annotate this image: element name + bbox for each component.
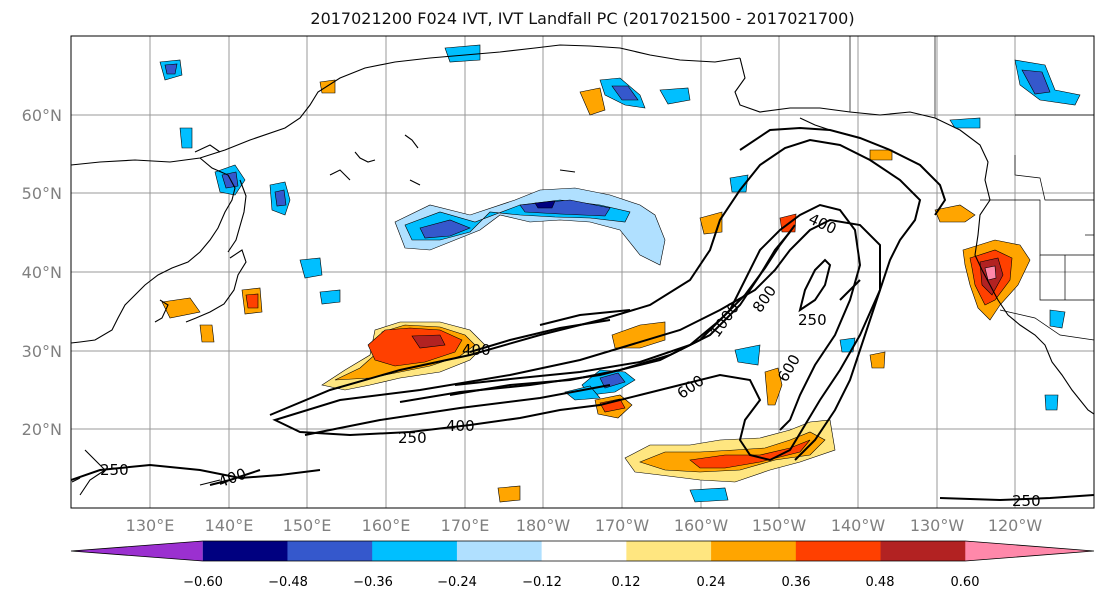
colorbar-tick-label: 0.36 [782, 575, 811, 590]
lon-label: 140°W [831, 516, 886, 535]
colorbar-tick-label: 0.24 [697, 575, 726, 590]
lat-label: 30°N [22, 342, 62, 361]
colorbar-segment [71, 541, 203, 561]
colorbar-tick-label: −0.12 [522, 575, 562, 590]
colorbar [70, 540, 1095, 562]
contour-label: 250 [398, 429, 427, 447]
contour-label: 250 [100, 461, 129, 479]
political-borders [849, 36, 1094, 341]
colorbar-segment [965, 541, 1094, 561]
lon-label: 170°W [595, 516, 650, 535]
contour-label: 400 [446, 417, 475, 435]
colorbar-segment [456, 541, 543, 561]
contour-label: 400 [462, 341, 491, 359]
colorbar-tick-label: −0.24 [437, 575, 477, 590]
positive-pc-shading [161, 79, 1031, 503]
colorbar-segment [541, 541, 627, 561]
colorbar-tick-label: −0.60 [183, 575, 223, 590]
map-frame [70, 35, 1095, 509]
lon-label: 150°W [752, 516, 807, 535]
lon-label: 140°E [205, 516, 254, 535]
lat-label: 60°N [22, 106, 62, 125]
lon-label: 160°W [674, 516, 729, 535]
coastlines [71, 44, 1094, 496]
colorbar-tick-label: 0.12 [612, 575, 641, 590]
lon-label: 160°E [362, 516, 411, 535]
lat-label: 50°N [22, 184, 62, 203]
lat-label: 20°N [22, 420, 62, 439]
colorbar-segment [287, 541, 373, 561]
colorbar-ticks: −0.60 −0.48 −0.36 −0.24 −0.12 0.12 0.24 … [183, 575, 979, 590]
map-area: 400 400 1000 800 600 250 600 400 250 400… [71, 36, 1094, 510]
ivt-contours [71, 126, 1094, 502]
colorbar-segment [202, 541, 288, 561]
colorbar-segment [880, 541, 966, 561]
colorbar-segment [372, 541, 458, 561]
contour-label: 250 [798, 311, 827, 329]
colorbar-outline [70, 540, 1095, 562]
longitude-labels: 130°E 140°E 150°E 160°E 170°E 180°W 170°… [126, 516, 1043, 535]
contour-label: 250 [1012, 492, 1041, 510]
colorbar-segment [711, 541, 797, 561]
colorbar-segment [795, 541, 882, 561]
lon-label: 130°E [126, 516, 175, 535]
colorbar-segment [626, 541, 712, 561]
negative-pc-shading [159, 44, 1081, 503]
lon-label: 180°W [516, 516, 571, 535]
colorbar-tick-label: 0.60 [951, 575, 980, 590]
lon-label: 130°W [910, 516, 965, 535]
map-title: 2017021200 F024 IVT, IVT Landfall PC (20… [310, 9, 855, 28]
colorbar-tick-label: −0.36 [353, 575, 393, 590]
lat-label: 40°N [22, 263, 62, 282]
lon-label: 170°E [441, 516, 490, 535]
lon-label: 150°E [283, 516, 332, 535]
colorbar-tick-label: 0.48 [866, 575, 895, 590]
lon-label: 120°W [988, 516, 1043, 535]
latitude-labels: 60°N 50°N 40°N 30°N 20°N [22, 106, 62, 439]
colorbar-tick-label: −0.48 [268, 575, 308, 590]
